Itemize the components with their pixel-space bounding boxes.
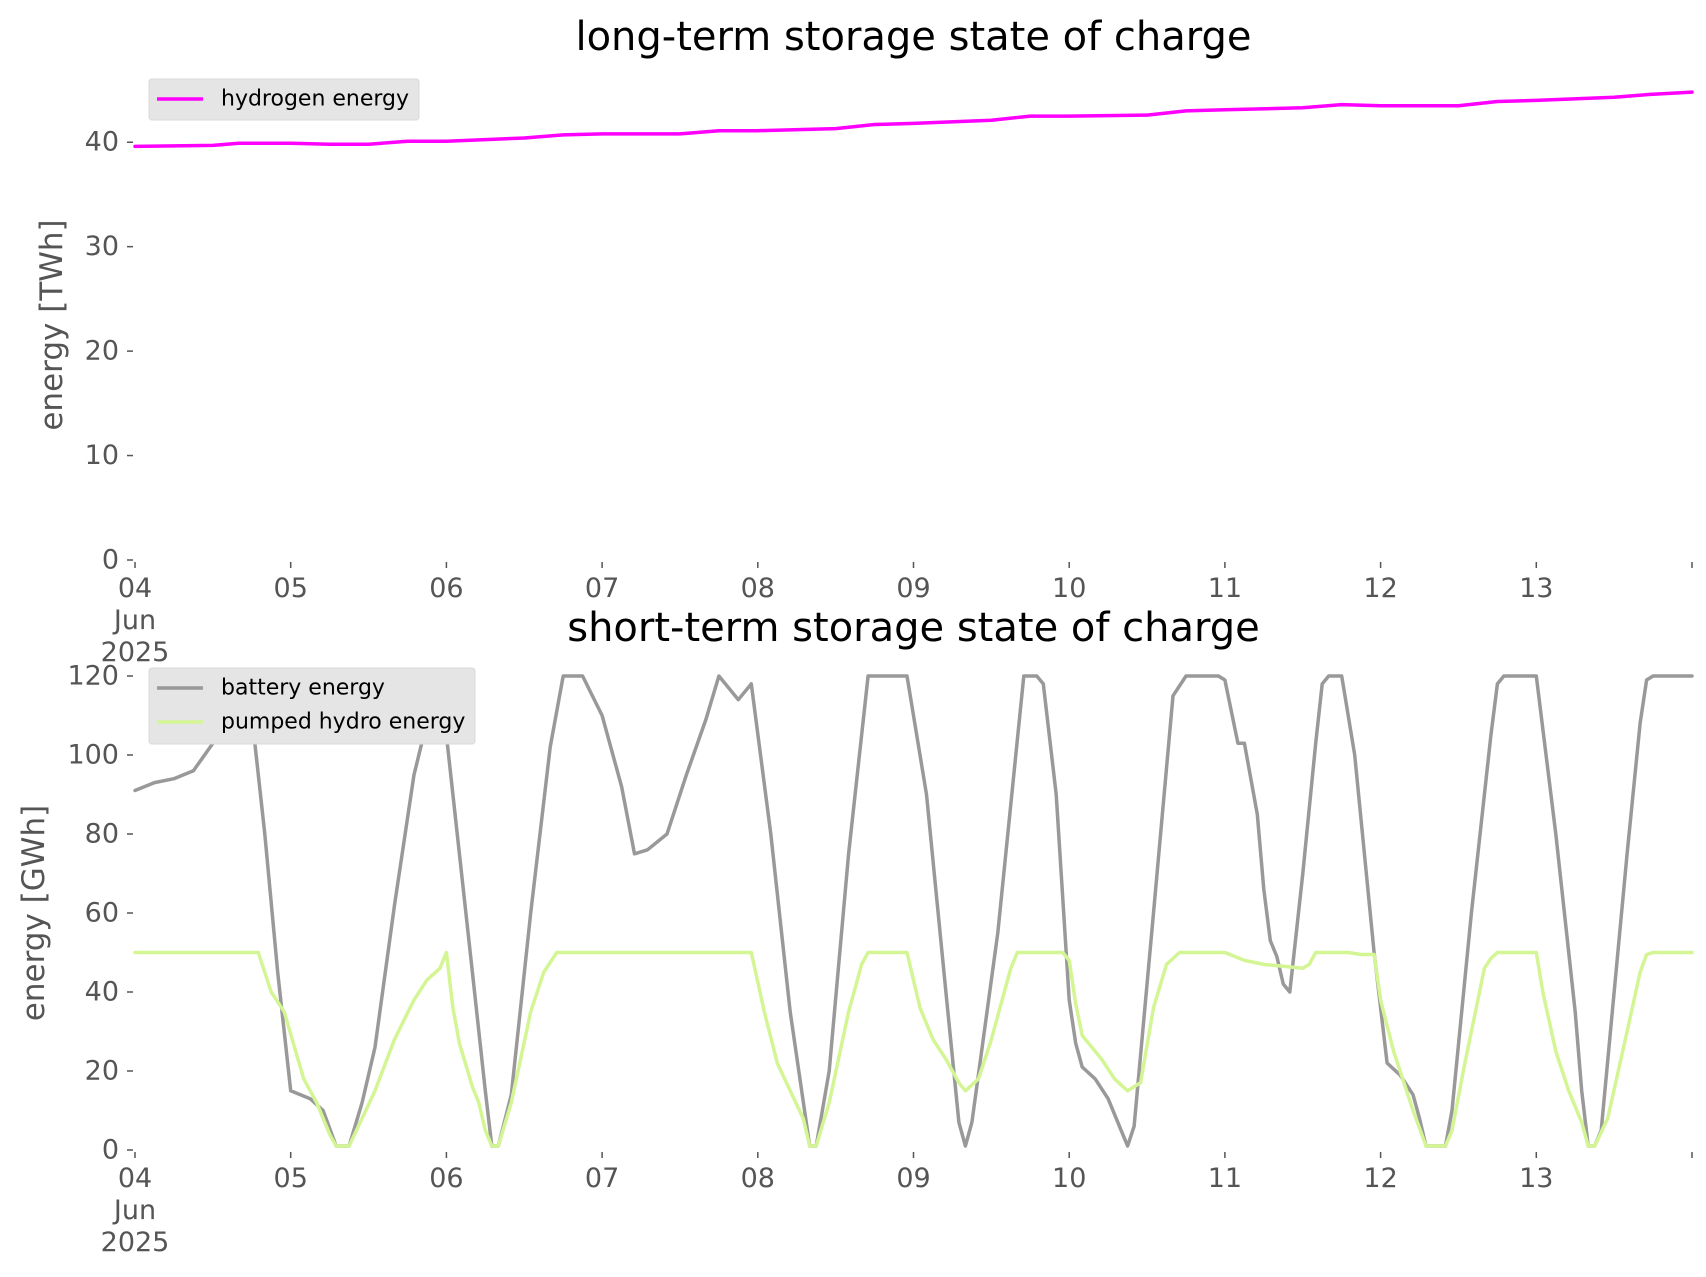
- x-tick-label: 05: [274, 1163, 308, 1194]
- x-tick-label: 10: [1052, 1163, 1086, 1194]
- y-tick-label: 120: [67, 661, 119, 692]
- chart-title: short-term storage state of charge: [567, 605, 1260, 651]
- x-tick-label: 08: [741, 1163, 775, 1194]
- legend-label: pumped hydro energy: [221, 710, 465, 735]
- x-tick-label: 04 Jun 2025: [101, 573, 170, 668]
- y-tick-label: 0: [102, 1135, 119, 1166]
- y-tick-label: 20: [85, 1056, 119, 1087]
- x-tick-label: 07: [585, 1163, 619, 1194]
- y-tick-label: 80: [85, 819, 119, 850]
- x-tick-label: 12: [1363, 1163, 1397, 1194]
- y-tick-label: 10: [85, 440, 119, 471]
- series-line-battery-energy: [133, 674, 1694, 1148]
- legend-box: [148, 667, 476, 745]
- series-line-pumped-hydro-energy: [133, 950, 1694, 1148]
- x-tick-label: 06: [429, 1163, 463, 1194]
- x-tick-label: 09: [896, 573, 930, 604]
- legend-label: battery energy: [221, 676, 385, 701]
- y-tick-label: 60: [85, 898, 119, 929]
- legend-label: hydrogen energy: [221, 87, 409, 112]
- x-tick-label: 09: [896, 1163, 930, 1194]
- y-tick-label: 40: [85, 977, 119, 1008]
- x-tick-label: 12: [1363, 573, 1397, 604]
- legend-box: [148, 78, 420, 121]
- x-tick-label: 13: [1519, 1163, 1553, 1194]
- chart-panel-1: long-term storage state of charge energy …: [34, 14, 1694, 668]
- x-tick-label: 04 Jun 2025: [101, 1163, 170, 1258]
- x-tick-label: 11: [1208, 1163, 1242, 1194]
- series-line-hydrogen-energy: [133, 90, 1694, 149]
- x-tick-label: 06: [429, 573, 463, 604]
- x-tick-label: 13: [1519, 573, 1553, 604]
- y-tick-label: 40: [85, 127, 119, 158]
- x-tick-label: 10: [1052, 573, 1086, 604]
- y-tick-label: 20: [85, 336, 119, 367]
- legend: hydrogen energy: [148, 78, 420, 121]
- legend: battery energy pumped hydro energy: [148, 667, 476, 745]
- y-tick-label: 100: [67, 740, 119, 771]
- y-axis-label: energy [TWh]: [34, 219, 70, 430]
- x-tick-label: 07: [585, 573, 619, 604]
- x-tick-label: 08: [741, 573, 775, 604]
- chart-panel-2: short-term storage state of charge energy…: [16, 605, 1694, 1258]
- x-tick-label: 05: [274, 573, 308, 604]
- y-axis-label: energy [GWh]: [16, 805, 52, 1021]
- y-tick-label: 30: [85, 231, 119, 262]
- x-tick-label: 11: [1208, 573, 1242, 604]
- chart-title: long-term storage state of charge: [575, 14, 1251, 60]
- y-tick-label: 0: [102, 545, 119, 576]
